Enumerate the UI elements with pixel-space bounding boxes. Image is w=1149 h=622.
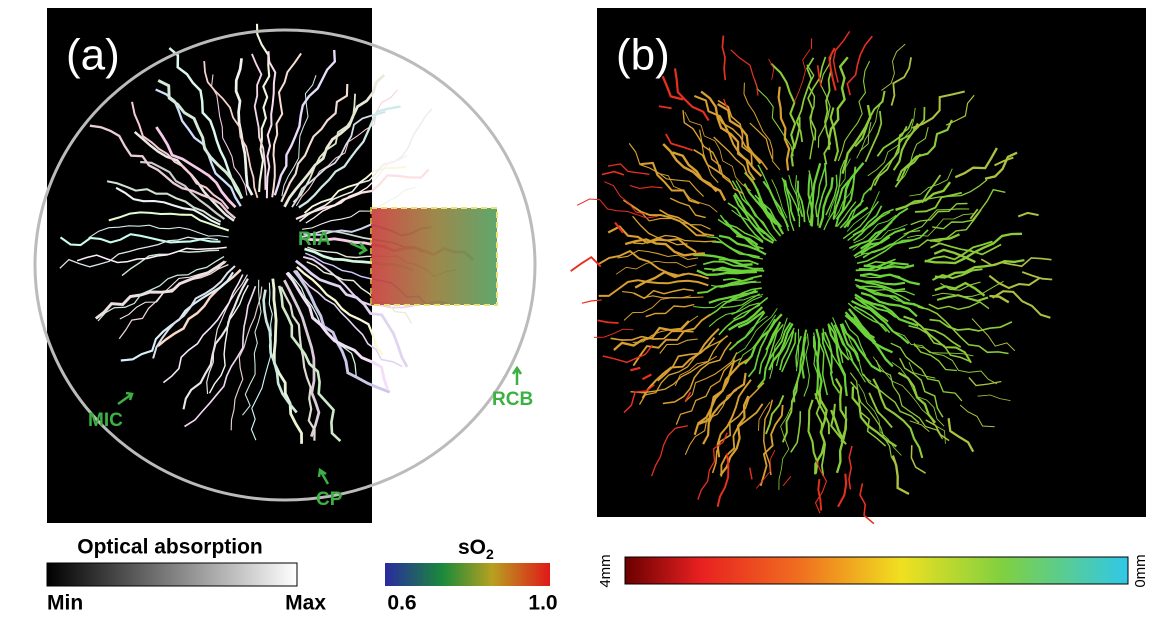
colorbar-min: Min <box>47 592 83 615</box>
panel-label: (a) <box>66 31 120 80</box>
roi-box <box>371 208 497 305</box>
scale-bar-label: 200 μm <box>467 483 533 504</box>
annotation: MIC <box>88 410 123 431</box>
colorbar <box>47 563 297 586</box>
title-sub: 2 <box>486 546 494 562</box>
colorbar <box>385 563 550 586</box>
colorbar <box>625 557 1128 584</box>
figure: (a) (b) RIA MIC RCB CP 200 μm Optical ab… <box>0 0 1149 617</box>
panel-b-image <box>597 8 1146 517</box>
title-main: sO <box>458 536 486 559</box>
colorbar-max: 1.0 <box>528 592 557 615</box>
vessel <box>571 257 601 271</box>
annotation: RIA <box>298 229 331 250</box>
colorbar-max: Max <box>285 592 326 615</box>
colorbar-max: 0mm <box>1132 554 1149 587</box>
colorbar-title: sO2 <box>458 536 494 562</box>
panel-label: (b) <box>616 31 670 80</box>
colorbar-min: 0.6 <box>387 592 416 615</box>
scale-bar <box>484 515 517 519</box>
annotation: RCB <box>492 389 533 410</box>
colorbar-min: 4mm <box>597 554 614 587</box>
colorbar-title: Optical absorption <box>77 536 263 559</box>
annotation: CP <box>316 489 343 510</box>
